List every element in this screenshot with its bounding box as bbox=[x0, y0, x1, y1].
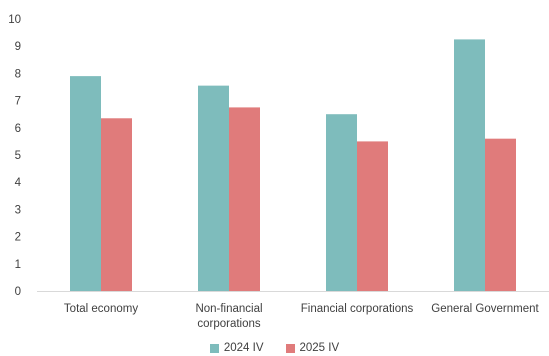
bar-series2-3 bbox=[485, 138, 516, 291]
bar-series1-3 bbox=[454, 39, 485, 292]
bar-series2-0 bbox=[101, 118, 132, 291]
legend-label: 2024 IV bbox=[223, 342, 264, 354]
legend-label: 2025 IV bbox=[299, 342, 340, 354]
x-tick-label: General Government bbox=[431, 303, 539, 315]
legend-swatch bbox=[209, 343, 219, 353]
y-tick-label: 2 bbox=[15, 232, 21, 244]
y-tick-label: 4 bbox=[15, 177, 22, 189]
legend-swatch bbox=[285, 343, 295, 353]
y-tick-label: 0 bbox=[15, 286, 21, 298]
bar-series1-1 bbox=[198, 85, 229, 291]
legend-item: 2025 IV bbox=[285, 342, 340, 354]
bar-series2-2 bbox=[357, 141, 388, 291]
y-tick-label: 6 bbox=[15, 123, 21, 135]
bar-series1-0 bbox=[70, 76, 101, 292]
y-tick-label: 3 bbox=[15, 204, 21, 216]
x-tick-label: Financial corporations bbox=[301, 303, 414, 315]
legend: 2024 IV 2025 IV bbox=[0, 340, 549, 356]
bar-chart: 0 1 2 3 4 5 6 7 8 9 10 Total economy Non-financial co… bbox=[8, 14, 549, 330]
x-tick-label: Non-financial corporations bbox=[195, 303, 262, 330]
y-tick-label: 9 bbox=[15, 41, 21, 53]
y-tick-label: 10 bbox=[8, 14, 21, 26]
y-tick-label: 1 bbox=[15, 259, 21, 271]
y-tick-label: 7 bbox=[15, 96, 21, 108]
y-tick-label: 8 bbox=[15, 68, 21, 80]
y-tick-label: 5 bbox=[15, 150, 21, 162]
bar-series1-2 bbox=[326, 114, 357, 291]
legend-item: 2024 IV bbox=[209, 342, 264, 354]
x-tick-label: Total economy bbox=[64, 303, 138, 315]
bar-series2-1 bbox=[229, 107, 260, 292]
